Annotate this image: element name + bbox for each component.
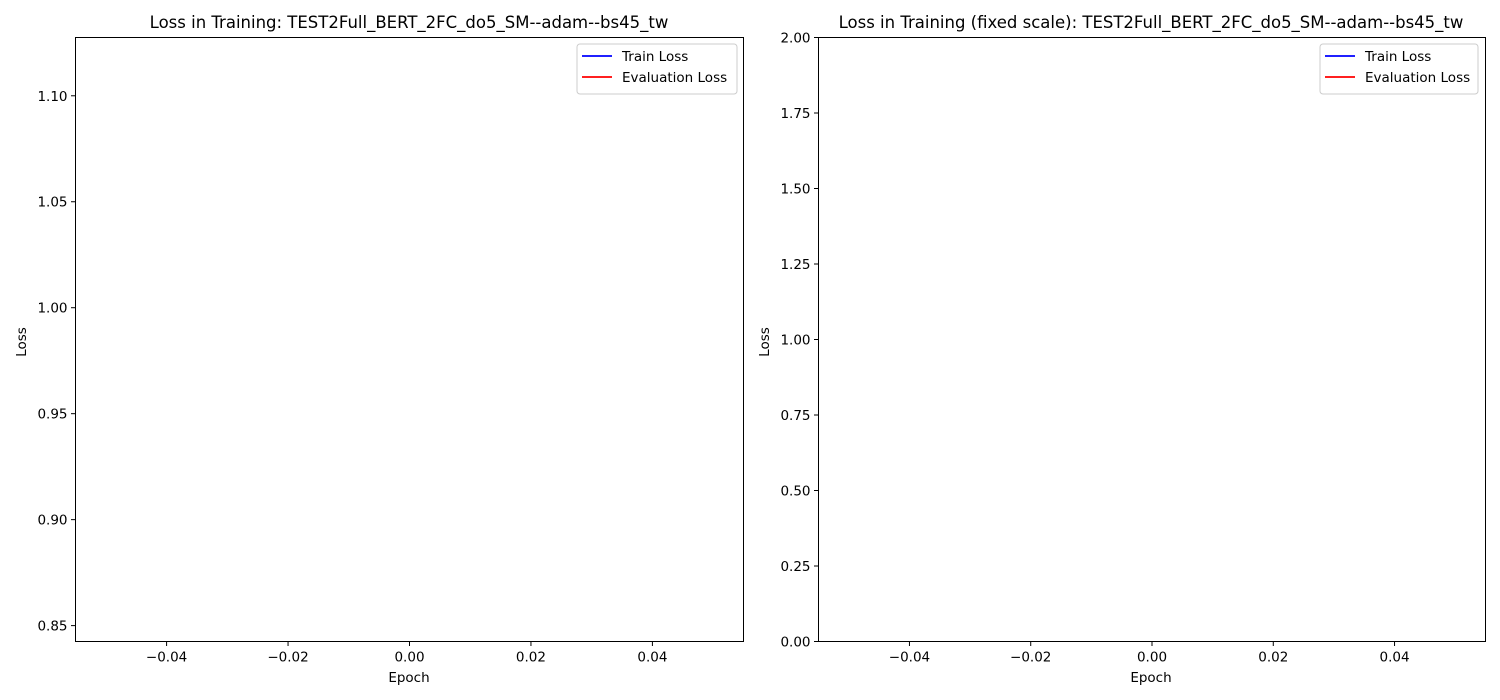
legend-box	[576, 43, 738, 95]
legend-entry: Evaluation Loss	[622, 70, 727, 86]
x-axis-label: Epoch	[1130, 670, 1171, 686]
plot-area-frame	[75, 37, 744, 642]
y-tick-label: 1.05	[37, 195, 67, 211]
y-tick-label: 0.95	[37, 407, 67, 423]
y-tick-label: 1.00	[780, 333, 810, 349]
ticks-group: −0.04 −0.02 0.00 0.02 0.04 0.85 0.90 0.95 1.00 1.…	[37, 89, 667, 666]
legend-entry: Train Loss	[1364, 49, 1431, 65]
x-tick-label: 0.00	[394, 650, 424, 666]
chart-title: Loss in Training (fixed scale): TEST2Ful…	[839, 13, 1464, 33]
y-tick-label: 1.00	[37, 301, 67, 317]
x-tick-label: 0.02	[1258, 650, 1288, 666]
x-tick-label: 0.02	[516, 650, 546, 666]
chart-title: Loss in Training: TEST2Full_BERT_2FC_do5…	[150, 13, 669, 33]
plot-area-frame	[818, 37, 1486, 642]
y-tick-label: 2.00	[780, 31, 810, 47]
legend: Train Loss Evaluation Loss	[1319, 43, 1479, 95]
loss-chart: Loss in Training: TEST2Full_BERT_2FC_do5…	[14, 13, 744, 686]
x-tick-label: −0.04	[146, 650, 187, 666]
y-tick-label: 1.10	[37, 89, 67, 105]
y-tick-label: 0.75	[780, 408, 810, 424]
legend-box	[1319, 43, 1479, 95]
x-tick-label: 0.04	[637, 650, 667, 666]
x-tick-label: −0.04	[889, 650, 930, 666]
x-tick-label: −0.02	[267, 650, 308, 666]
x-axis-label: Epoch	[388, 670, 429, 686]
y-tick-label: 1.25	[780, 257, 810, 273]
x-tick-label: 0.00	[1137, 650, 1167, 666]
y-axis-label: Loss	[14, 327, 30, 357]
x-tick-label: 0.04	[1380, 650, 1410, 666]
ticks-group: −0.04 −0.02 0.00 0.02 0.04 0.00 0.25 0.50 0.75 1.…	[780, 31, 1409, 666]
y-tick-label: 1.50	[780, 182, 810, 198]
y-tick-label: 0.00	[780, 635, 810, 651]
legend-entry: Evaluation Loss	[1365, 70, 1470, 86]
y-tick-label: 0.50	[780, 484, 810, 500]
legend-entry: Train Loss	[621, 49, 688, 65]
y-tick-label: 0.25	[780, 559, 810, 575]
y-tick-label: 1.75	[780, 106, 810, 122]
y-tick-label: 0.90	[37, 513, 67, 529]
y-axis-label: Loss	[757, 327, 773, 357]
y-tick-label: 0.85	[37, 619, 67, 635]
legend: Train Loss Evaluation Loss	[576, 43, 738, 95]
loss-chart-fixed-scale: Loss in Training (fixed scale): TEST2Ful…	[757, 13, 1486, 686]
x-tick-label: −0.02	[1010, 650, 1051, 666]
